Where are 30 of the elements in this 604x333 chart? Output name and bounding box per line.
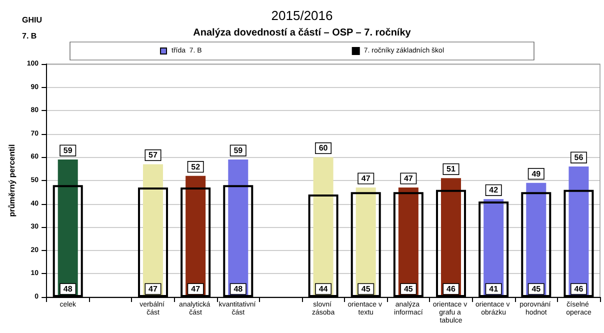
data-label: 46 xyxy=(446,284,456,294)
bar xyxy=(398,187,418,297)
data-label: 47 xyxy=(191,284,201,294)
data-label: 45 xyxy=(361,284,371,294)
data-label: 59 xyxy=(234,146,244,156)
data-label: 47 xyxy=(404,174,414,183)
data-label: 42 xyxy=(489,186,499,195)
data-label: 48 xyxy=(63,284,73,294)
data-label: 41 xyxy=(489,284,499,294)
data-label: 45 xyxy=(404,284,414,294)
data-label: 51 xyxy=(446,164,456,174)
bar xyxy=(313,157,334,297)
data-label: 57 xyxy=(148,150,158,160)
data-label: 60 xyxy=(318,144,328,153)
chart-subtitle: Analýza dovedností a částí – OSP – 7. ročníky xyxy=(193,28,412,38)
data-label: 52 xyxy=(191,162,201,172)
chart-title: 2015/2016 xyxy=(271,8,333,23)
data-label: 44 xyxy=(318,284,328,294)
data-label: 59 xyxy=(63,146,73,156)
data-label: 47 xyxy=(361,174,371,183)
data-label: 45 xyxy=(532,284,542,294)
data-label: 56 xyxy=(574,153,584,162)
data-label: 46 xyxy=(574,284,584,294)
data-label: 47 xyxy=(148,284,158,294)
y-axis-title: průměrný percentil xyxy=(8,144,16,217)
text: GHIU xyxy=(22,16,42,24)
text: 7. B xyxy=(22,32,37,40)
data-label: 49 xyxy=(532,169,542,178)
data-label: 48 xyxy=(234,284,244,294)
bar xyxy=(356,187,376,297)
